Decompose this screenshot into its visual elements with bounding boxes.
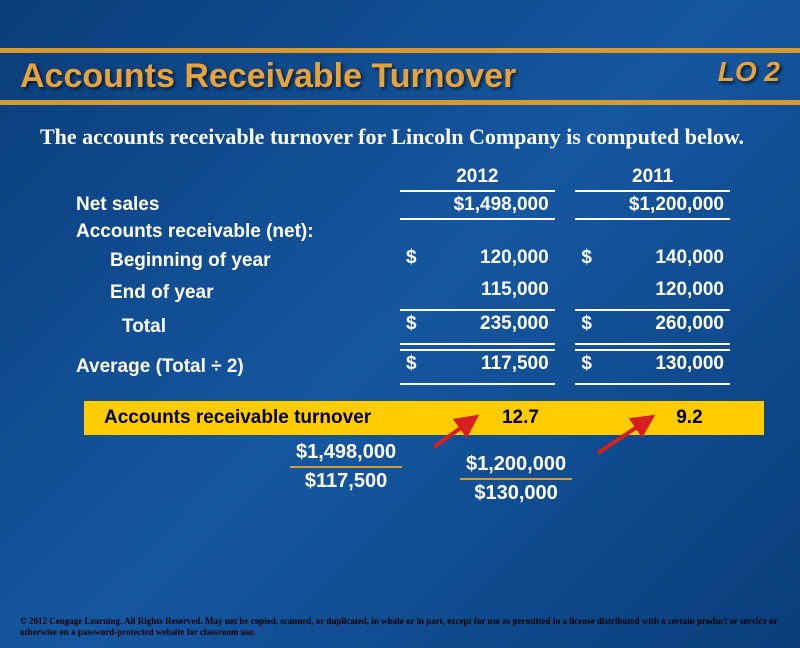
arrow-2011-icon bbox=[592, 413, 662, 459]
row-begin: Beginning of year $120,000 $140,000 bbox=[70, 245, 730, 277]
average-2011: $130,000 bbox=[575, 350, 730, 384]
end-2012: 115,000 bbox=[400, 277, 555, 310]
begin-label: Beginning of year bbox=[70, 245, 400, 277]
end-2011: 120,000 bbox=[575, 277, 730, 310]
row-total: Total $235,000 $260,000 bbox=[70, 310, 730, 344]
net-sales-2012: $1,498,000 bbox=[400, 191, 555, 219]
fraction-2011-top: $1,200,000 bbox=[460, 453, 572, 480]
average-label: Average (Total ÷ 2) bbox=[70, 350, 400, 384]
begin-2012: $120,000 bbox=[400, 245, 555, 277]
fractions-area: $1,498,000 $117,500 $1,200,000 $130,000 bbox=[40, 441, 760, 521]
row-average: Average (Total ÷ 2) $117,500 $130,000 bbox=[70, 350, 730, 384]
title-bar: Accounts Receivable Turnover bbox=[0, 48, 800, 105]
data-table: 2012 2011 Net sales $1,498,000 $1,200,00… bbox=[70, 164, 730, 385]
lo-tag: LO 2 bbox=[718, 56, 780, 88]
page-title: Accounts Receivable Turnover bbox=[20, 57, 780, 96]
table-header-row: 2012 2011 bbox=[70, 164, 730, 191]
fraction-2011-bot: $130,000 bbox=[460, 480, 572, 505]
turnover-label: Accounts receivable turnover bbox=[84, 407, 446, 429]
fraction-2012-top: $1,498,000 bbox=[290, 441, 402, 468]
content: The accounts receivable turnover for Lin… bbox=[0, 105, 800, 521]
row-ar-header: Accounts receivable (net): bbox=[70, 219, 730, 245]
arrow-2012-icon bbox=[428, 413, 488, 453]
fraction-2011: $1,200,000 $130,000 bbox=[460, 453, 572, 505]
row-net-sales: Net sales $1,498,000 $1,200,000 bbox=[70, 191, 730, 219]
total-label: Total bbox=[70, 310, 400, 344]
average-2012: $117,500 bbox=[400, 350, 555, 384]
net-sales-label: Net sales bbox=[70, 191, 400, 219]
end-label: End of year bbox=[70, 277, 400, 310]
row-end: End of year 115,000 120,000 bbox=[70, 277, 730, 310]
total-2012: $235,000 bbox=[400, 310, 555, 344]
fraction-2012: $1,498,000 $117,500 bbox=[290, 441, 402, 493]
copyright-footer: © 2012 Cengage Learning. All Rights Rese… bbox=[20, 616, 780, 638]
col-year-2: 2011 bbox=[575, 164, 730, 191]
fraction-2012-bot: $117,500 bbox=[290, 468, 402, 493]
total-2011: $260,000 bbox=[575, 310, 730, 344]
begin-2011: $140,000 bbox=[575, 245, 730, 277]
col-year-1: 2012 bbox=[400, 164, 555, 191]
intro-text: The accounts receivable turnover for Lin… bbox=[40, 123, 760, 152]
ar-header-label: Accounts receivable (net): bbox=[70, 219, 400, 245]
net-sales-2011: $1,200,000 bbox=[575, 191, 730, 219]
turnover-highlight: Accounts receivable turnover 12.7 9.2 bbox=[84, 401, 764, 435]
